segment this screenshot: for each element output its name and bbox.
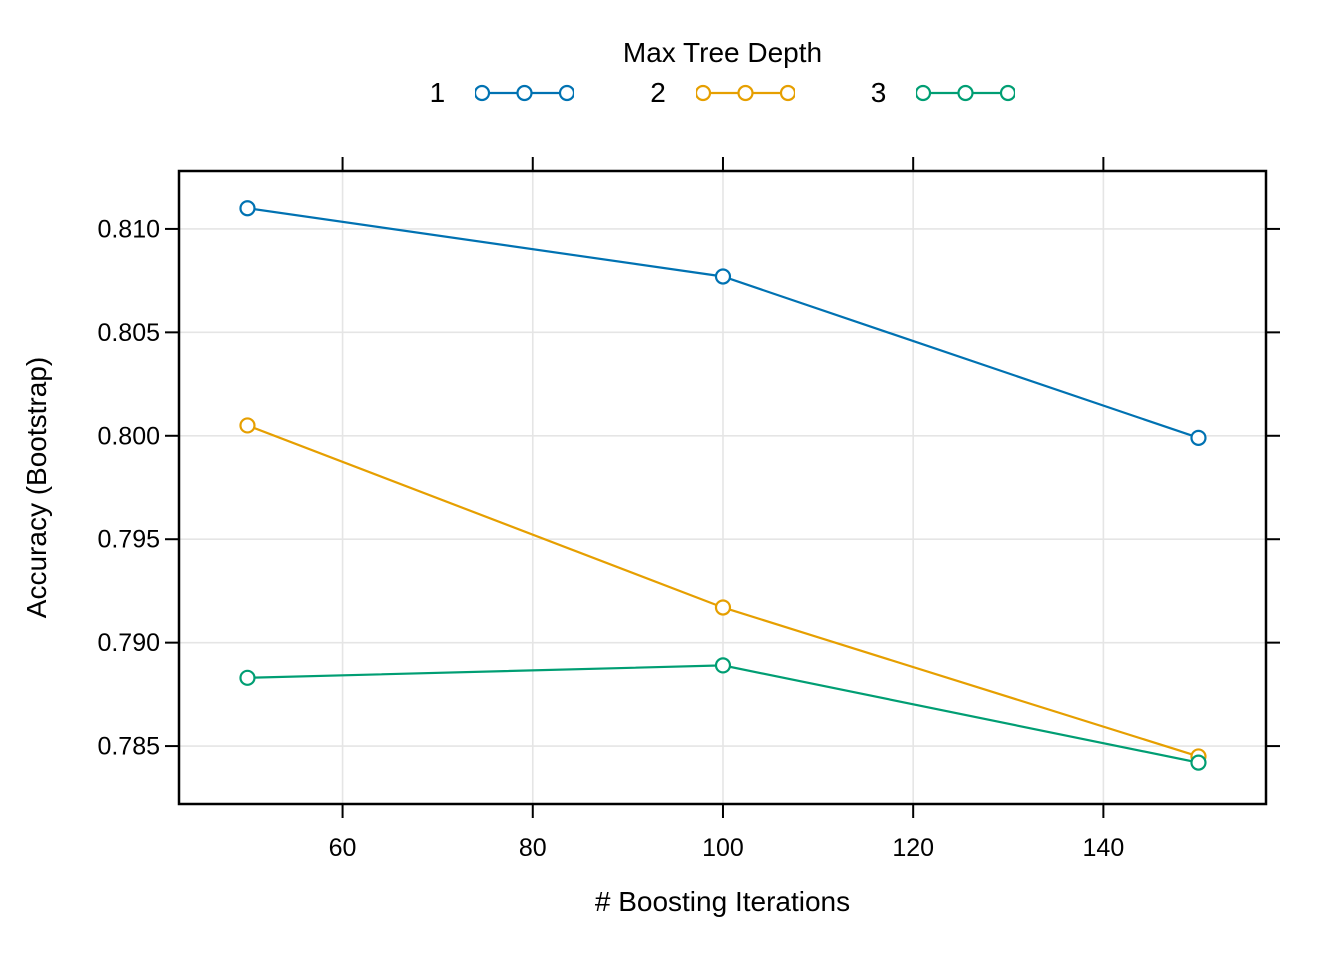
x-axis-label: # Boosting Iterations: [595, 886, 850, 917]
tick-labels: 60 80 100 120 140 0.785 0.790 0.795 0.800 0.805 0.…: [97, 215, 1124, 862]
axis-ticks: [165, 157, 1280, 818]
x-tick-label: 60: [329, 834, 357, 862]
y-tick-label: 0.805: [97, 319, 160, 347]
legend-marker-circle-icon: [695, 84, 711, 102]
data-point-depth-1-x-100: [714, 268, 732, 285]
data-point-depth-1-x-50: [239, 200, 256, 217]
y-tick-label: 0.795: [97, 526, 160, 554]
legend-marker-circle-icon: [475, 84, 491, 102]
data-point-depth-3-x-150: [1190, 754, 1207, 771]
legend-entry-label: 2: [650, 77, 666, 108]
y-axis-label: Accuracy (Bootstrap): [21, 357, 52, 618]
series-layer: [239, 200, 1207, 771]
legend-entry-3: 3: [871, 78, 1016, 108]
x-tick-label: 80: [519, 834, 547, 862]
x-tick-label: 120: [892, 834, 934, 862]
y-tick-label: 0.810: [97, 215, 160, 243]
y-tick-label: 0.800: [97, 422, 160, 450]
legend-marker-circle-icon: [737, 84, 754, 102]
legend-marker-circle-icon: [916, 84, 932, 102]
legend-marker-circle-icon: [1000, 84, 1016, 102]
legend-swatch-line-icon: [475, 84, 575, 102]
legend-swatch-line-icon: [695, 84, 795, 102]
y-tick-label: 0.785: [97, 733, 160, 761]
legend-swatch-line-icon: [916, 84, 1016, 102]
legend-entry-1: 1: [430, 78, 575, 108]
legend-marker-circle-icon: [516, 84, 533, 102]
data-point-depth-2-x-100: [714, 599, 732, 616]
legend: Max Tree Depth 1 2 3: [179, 38, 1266, 108]
x-tick-label: 100: [702, 834, 744, 862]
legend-entries: 1 2 3: [179, 78, 1266, 108]
legend-entry-2: 2: [650, 78, 795, 108]
legend-marker-circle-icon: [779, 84, 795, 102]
legend-entry-label: 1: [429, 77, 446, 108]
y-tick-label: 0.790: [97, 629, 160, 657]
legend-marker-circle-icon: [957, 84, 974, 102]
legend-title: Max Tree Depth: [622, 37, 823, 68]
gridlines: [179, 171, 1266, 804]
data-point-depth-1-x-150: [1190, 429, 1207, 446]
legend-marker-circle-icon: [559, 84, 575, 102]
legend-entry-label: 3: [870, 77, 887, 108]
data-point-depth-3-x-50: [239, 669, 256, 686]
data-point-depth-3-x-100: [714, 657, 732, 674]
x-tick-label: 140: [1083, 834, 1125, 862]
data-point-depth-2-x-50: [239, 417, 256, 434]
